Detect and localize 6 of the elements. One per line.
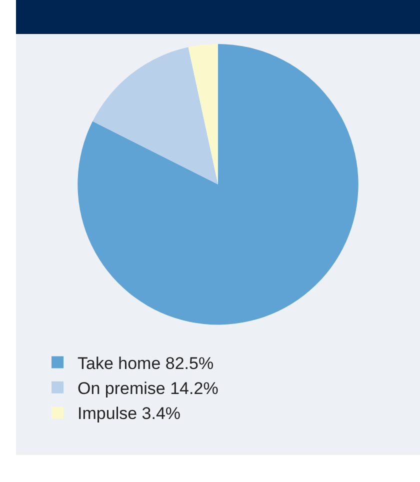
pie-slice xyxy=(78,44,358,325)
legend-label: On premise 14.2% xyxy=(78,379,218,398)
legend-label: Take home 82.5% xyxy=(78,354,214,373)
pie-slice xyxy=(92,47,218,184)
pie-slice xyxy=(188,44,218,184)
legend-label: Impulse 3.4% xyxy=(78,404,181,424)
